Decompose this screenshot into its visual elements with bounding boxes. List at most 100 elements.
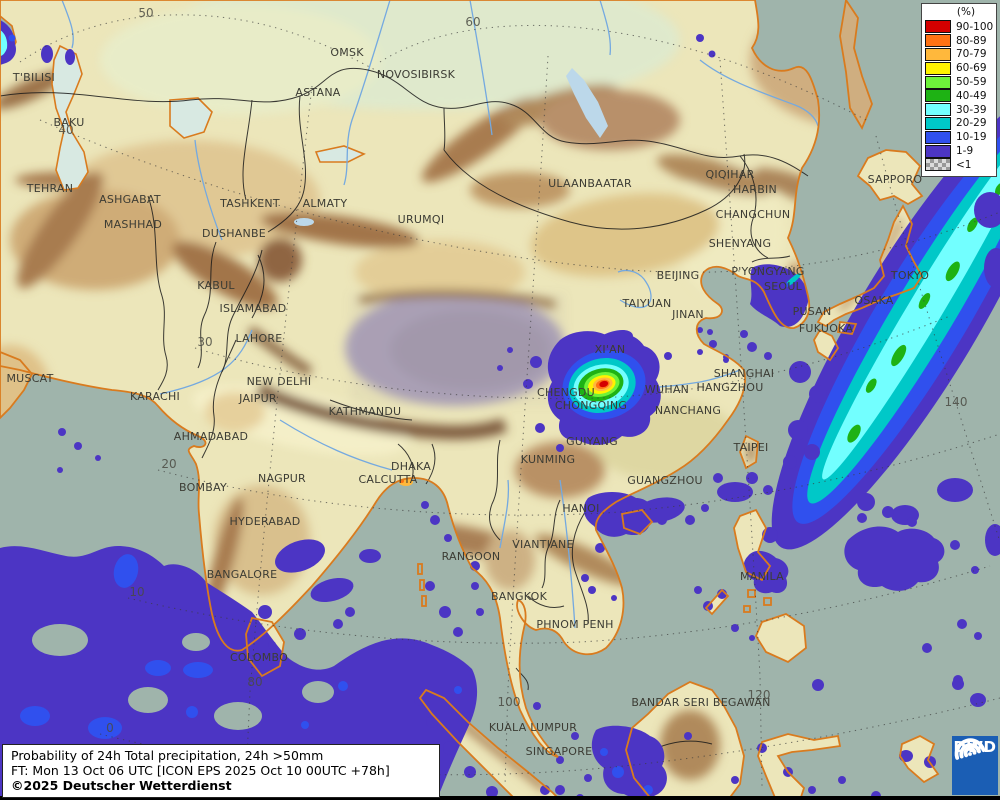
- city-label-ahmadabad: AHMADABAD: [174, 430, 248, 443]
- legend-label: 20-29: [956, 117, 987, 130]
- legend-label: 90-100: [956, 20, 994, 33]
- city-label-hangzhou: HANGZHOU: [696, 381, 763, 394]
- legend-label: 80-89: [956, 34, 987, 47]
- grid-label-60: 60: [465, 15, 480, 29]
- city-label-bombay: BOMBAY: [179, 481, 227, 494]
- legend-entry-60-69: 60-69: [925, 61, 993, 75]
- legend-label: 60-69: [956, 62, 987, 75]
- city-label-nanchang: NANCHANG: [655, 404, 721, 417]
- graticule-layer: [19, 14, 1000, 787]
- grid-label-10: 10: [129, 585, 144, 599]
- city-label-changchun: CHANGCHUN: [716, 208, 791, 221]
- legend-label: 70-79: [956, 48, 987, 61]
- grid-label-40: 40: [58, 123, 73, 137]
- city-label-hanoi: HANOI: [562, 502, 599, 515]
- city-label-bangalore: BANGALORE: [207, 568, 278, 581]
- legend-entry-30-39: 30-39: [925, 103, 993, 117]
- legend-label: 40-49: [956, 89, 987, 102]
- city-label-harbin: HARBIN: [733, 183, 777, 196]
- city-label-urumqi: URUMQI: [398, 213, 445, 226]
- city-label-shanghai: SHANGHAI: [714, 367, 775, 380]
- city-label-guangzhou: GUANGZHOU: [627, 474, 703, 487]
- grid-label-140: 140: [945, 395, 968, 409]
- legend-swatch: [925, 103, 951, 117]
- city-label-osaka: OSAKA: [854, 294, 893, 307]
- legend-entry-1-9: 1-9: [925, 144, 993, 158]
- legend-entry-40-49: 40-49: [925, 89, 993, 103]
- city-label-tashkent: TASHKENT: [219, 197, 280, 210]
- city-label-kabul: KABUL: [197, 279, 235, 292]
- grid-label-30: 30: [197, 335, 212, 349]
- city-label-new-delhi: NEW DELHI: [247, 375, 312, 388]
- grid-label-20: 20: [161, 457, 176, 471]
- legend-label: 10-19: [956, 131, 987, 144]
- grid-label-0: 0: [106, 721, 114, 735]
- legend-swatch: [925, 130, 951, 144]
- city-label-tehran: TEHRAN: [26, 182, 73, 195]
- city-label-bangkok: BANGKOK: [491, 590, 548, 603]
- city-label-manila: MANILA: [740, 570, 784, 583]
- legend-entry-90-100: 90-100: [925, 20, 993, 34]
- city-label-tokyo: TOKYO: [890, 269, 929, 282]
- city-label-novosibirsk: NOVOSIBIRSK: [377, 68, 456, 81]
- city-label-sapporo: SAPPORO: [868, 173, 923, 186]
- city-label-dushanbe: DUSHANBE: [202, 227, 266, 240]
- city-label-calcutta: CALCUTTA: [359, 473, 418, 486]
- legend-label: 1-9: [956, 145, 974, 158]
- info-box: Probability of 24h Total precipitation, …: [2, 744, 440, 798]
- city-label-kuala-lumpur: KUALA LUMPUR: [489, 721, 577, 734]
- city-label-guiyang: GUIYANG: [566, 435, 618, 448]
- legend-entry-50-59: 50-59: [925, 75, 993, 89]
- city-label-jinan: JINAN: [671, 308, 704, 321]
- legend-swatch: [925, 75, 951, 89]
- city-label-chongqing: CHONGQING: [555, 399, 627, 412]
- city-label-qiqihar: QIQIHAR: [706, 168, 755, 181]
- city-label-dhaka: DHAKA: [391, 460, 431, 473]
- city-label-nagpur: NAGPUR: [258, 472, 306, 485]
- city-label-karachi: KARACHI: [130, 390, 180, 403]
- info-copyright: ©2025 Deutscher Wetterdienst: [11, 778, 232, 793]
- legend-entry-80-89: 80-89: [925, 34, 993, 48]
- city-label-ulaanbaatar: ULAANBAATAR: [548, 177, 632, 190]
- grid-label-80: 80: [247, 675, 262, 689]
- city-label-shenyang: SHENYANG: [709, 237, 772, 250]
- legend-entry-70-79: 70-79: [925, 47, 993, 62]
- lakes-layer: [0, 14, 608, 226]
- city-label-muscat: MUSCAT: [6, 372, 53, 385]
- city-label-wuhan: WUHAN: [645, 383, 689, 396]
- city-label-bandar-seri-begawan: BANDAR SERI BEGAWAN: [631, 696, 770, 709]
- legend-swatch: [925, 158, 951, 172]
- legend-swatch: [925, 144, 951, 158]
- city-label-almaty: ALMATY: [303, 197, 348, 210]
- legend-swatch: [925, 116, 951, 130]
- spiral-icon: [954, 738, 986, 760]
- legend-entry-1: <1: [925, 158, 993, 172]
- city-labels: T'BILISI BAKU TEHRAN ASHGABAT MASHHAD DUSHANB…: [6, 46, 929, 758]
- bottom-border-bar: [0, 796, 1000, 800]
- city-label-viantiane: VIANTIANE: [512, 538, 573, 551]
- borders-layer: [0, 67, 809, 753]
- city-label-pusan: PUSAN: [793, 305, 832, 318]
- legend-label: 30-39: [956, 103, 987, 116]
- legend-entry-10-19: 10-19: [925, 130, 993, 144]
- city-label-taiyuan: TAIYUAN: [622, 297, 672, 310]
- info-forecast-time: FT: Mon 13 Oct 06 UTC [ICON EPS 2025 Oct…: [11, 763, 390, 778]
- precipitation-layer: [0, 20, 1000, 800]
- city-label-ashgabat: ASHGABAT: [99, 193, 161, 206]
- legend-swatch: [925, 61, 951, 75]
- legend-swatch: [925, 89, 951, 103]
- legend-swatch: [925, 34, 951, 48]
- city-label-baku: BAKU: [53, 116, 84, 129]
- grid-label-50: 50: [138, 6, 153, 20]
- city-label-beijing: BEIJING: [657, 269, 700, 282]
- city-label-astana: ASTANA: [295, 86, 340, 99]
- hotspot-rings: [562, 350, 646, 420]
- city-label-fukuoka: FUKUOKA: [799, 322, 854, 335]
- city-label-t-bilisi: T'BILISI: [12, 71, 55, 84]
- city-label-chengdu: CHENGDU: [537, 386, 595, 399]
- city-label-islamabad: ISLAMABAD: [220, 302, 287, 315]
